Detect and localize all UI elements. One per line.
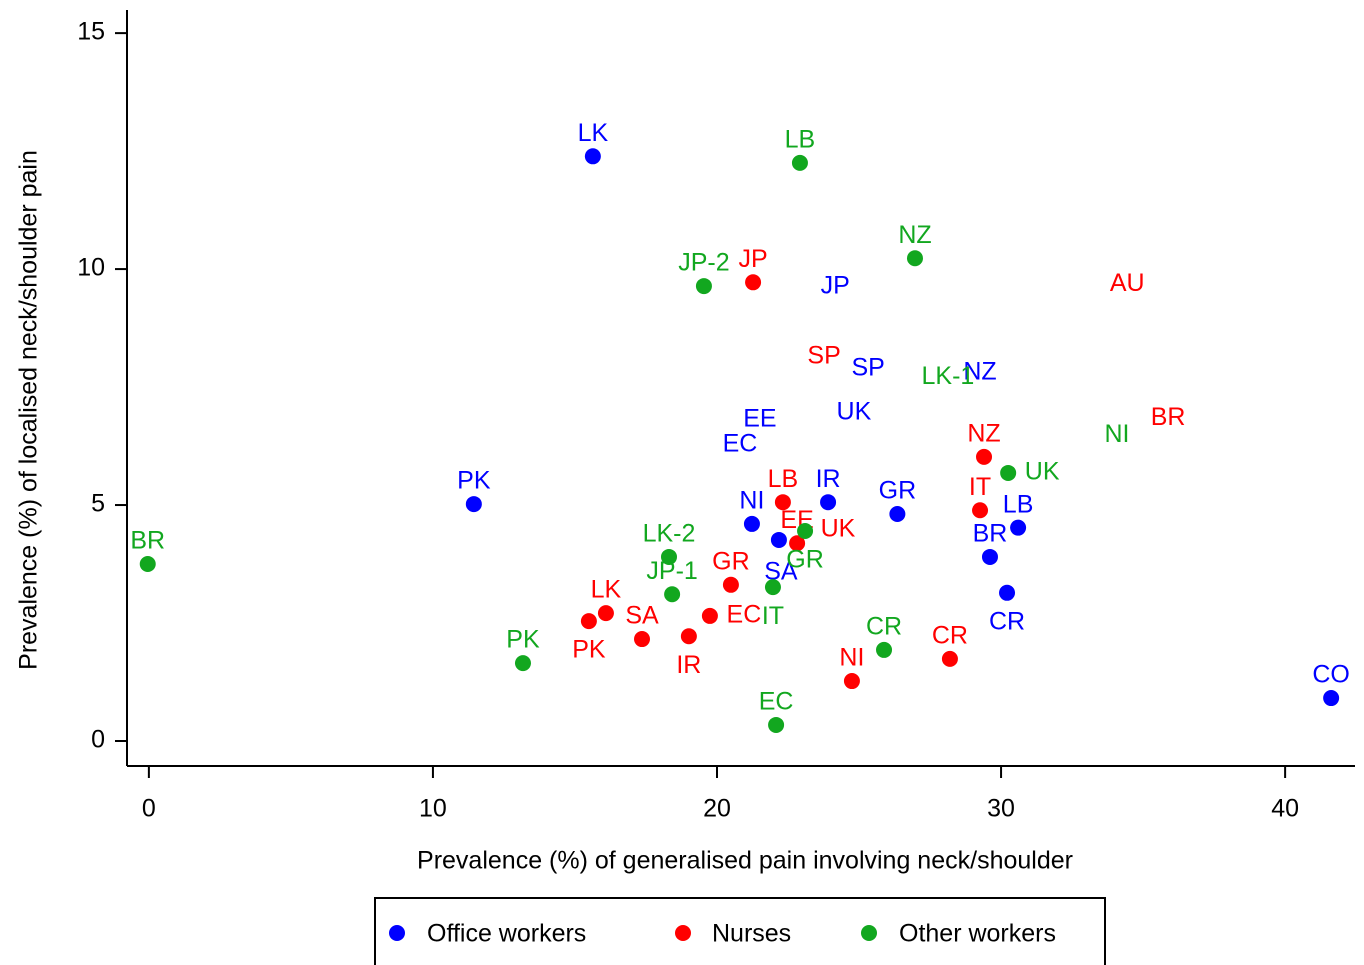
point [680, 628, 697, 645]
point-label: UK [821, 515, 856, 543]
point-label: NZ [963, 358, 996, 386]
point [722, 576, 739, 593]
point [789, 535, 806, 552]
point [1000, 464, 1017, 481]
point [889, 506, 906, 522]
point-label: SP [807, 341, 840, 369]
point [1323, 690, 1340, 707]
legend-label: Nurses [712, 920, 791, 948]
point [580, 613, 597, 630]
point [941, 650, 958, 667]
legend-marker [675, 925, 691, 941]
point-label: BR [1151, 403, 1186, 431]
point [999, 584, 1016, 601]
legend-label: Other workers [899, 920, 1056, 948]
point [597, 605, 614, 622]
point [797, 522, 814, 539]
point-label: EC [759, 688, 794, 716]
point-label: JP-2 [678, 249, 729, 277]
legend-label: Office workers [427, 920, 586, 948]
point-label: LK-1 [922, 362, 975, 390]
point-label: NZ [967, 420, 1000, 448]
point [768, 716, 785, 733]
x-tick-label: 0 [142, 795, 156, 823]
point-label: PK [457, 467, 491, 495]
point-label: GR [712, 547, 750, 575]
point-label: UK [1025, 458, 1060, 486]
point-label: AU [1110, 269, 1145, 297]
y-tick-label: 5 [91, 490, 105, 518]
point-label: NI [839, 644, 864, 672]
point-label: CR [932, 621, 968, 649]
x-tick-label: 20 [703, 795, 731, 823]
point-label: PK [506, 626, 540, 654]
y-axis-label: Prevalence (%) of localised neck/shoulde… [15, 150, 43, 670]
point [743, 515, 760, 532]
point-label: IR [816, 465, 841, 493]
point [660, 548, 677, 565]
point [664, 586, 681, 603]
point [701, 607, 718, 624]
legend-box [374, 897, 1106, 965]
point-label: LB [785, 126, 816, 154]
point-label: LK [578, 119, 609, 147]
point-label: SA [625, 602, 659, 630]
point [976, 448, 993, 465]
x-tick-label: 30 [987, 795, 1015, 823]
point-label: CO [1312, 661, 1350, 689]
point [820, 494, 837, 511]
point-label: CR [989, 607, 1025, 635]
point-label: GR [879, 477, 917, 505]
point [774, 494, 791, 511]
point [764, 579, 781, 596]
point-label: LK [591, 576, 622, 604]
point-label: NZ [898, 221, 931, 249]
point-label: LB [768, 465, 799, 493]
x-axis-label: Prevalence (%) of generalised pain invol… [417, 847, 1073, 875]
legend-marker [389, 925, 405, 941]
y-tick-label: 0 [91, 726, 105, 754]
point-label: SP [851, 354, 884, 382]
point [876, 641, 893, 658]
point-label: BR [130, 527, 165, 555]
point-label: IT [762, 602, 784, 630]
point-label: EC [727, 601, 762, 629]
point-label: IR [676, 651, 701, 679]
point-label: JP [821, 272, 850, 300]
point [465, 496, 482, 513]
point [584, 148, 601, 165]
point-label: IT [969, 473, 991, 501]
point-label: NI [739, 487, 764, 515]
x-tick-label: 40 [1271, 795, 1299, 823]
point-label: EE [743, 405, 776, 433]
legend-marker [861, 925, 877, 941]
point [972, 502, 989, 519]
point-label: UK [837, 398, 872, 426]
point [695, 278, 712, 295]
point [906, 250, 923, 267]
point-label: LB [1003, 490, 1034, 518]
y-tick-label: 15 [77, 18, 105, 46]
point [745, 274, 762, 291]
point-label: EC [723, 430, 758, 458]
y-tick-label: 10 [77, 254, 105, 282]
point [981, 548, 998, 565]
point-label: CR [866, 613, 902, 641]
point-label: PK [572, 636, 606, 664]
point [791, 154, 808, 171]
point-label: LK-2 [643, 520, 696, 548]
x-tick-label: 10 [419, 795, 447, 823]
point [770, 531, 787, 548]
point [843, 673, 860, 690]
point [514, 655, 531, 672]
point-label: JP [738, 245, 767, 273]
point-label: JP-1 [646, 557, 697, 585]
point [1010, 519, 1027, 536]
point-label: GR [786, 546, 824, 574]
point [139, 556, 156, 573]
point-label: NI [1104, 420, 1129, 448]
point [634, 631, 651, 648]
point-label: BR [973, 520, 1008, 548]
